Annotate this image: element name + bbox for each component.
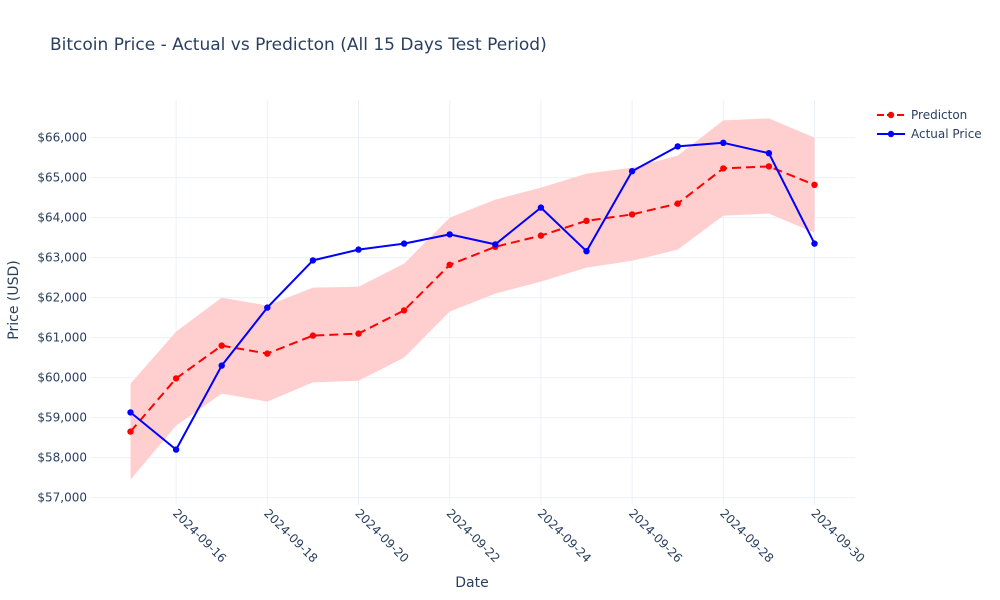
data-point[interactable] <box>765 163 773 170</box>
data-point[interactable] <box>400 240 408 247</box>
x-tick-label: 2024-09-26 <box>626 506 685 565</box>
data-point[interactable] <box>583 248 590 255</box>
series-layer <box>127 139 818 453</box>
data-point[interactable] <box>583 217 590 224</box>
x-tick-label: 2024-09-24 <box>535 506 594 565</box>
data-point[interactable] <box>674 200 681 207</box>
legend-label: Actual Price <box>911 127 982 141</box>
x-tick-label: 2024-09-18 <box>261 506 320 565</box>
legend-marker <box>887 111 895 119</box>
confidence-band-layer <box>130 118 815 480</box>
legend-marker <box>887 130 895 138</box>
data-point[interactable] <box>355 246 362 253</box>
x-tick-label: 2024-09-20 <box>352 506 411 565</box>
legend[interactable]: Predicton Actual Price <box>877 108 982 141</box>
data-point[interactable] <box>264 350 271 357</box>
data-point[interactable] <box>127 409 134 416</box>
series-prediction <box>127 163 818 435</box>
data-point[interactable] <box>674 143 681 150</box>
data-point[interactable] <box>172 375 180 382</box>
data-point[interactable] <box>264 304 271 311</box>
data-point[interactable] <box>537 232 545 239</box>
y-tick-label: $59,000 <box>37 411 87 425</box>
y-tick-label: $62,000 <box>37 291 87 305</box>
data-point[interactable] <box>355 330 362 337</box>
y-axis-title: Price (USD) <box>6 260 22 339</box>
legend-label: Predicton <box>911 108 967 122</box>
series-line <box>129 165 815 433</box>
legend-item[interactable]: Predicton <box>877 108 967 122</box>
series-actual-price <box>127 139 818 453</box>
x-tick-label: 2024-09-16 <box>170 506 229 565</box>
x-tick-label: 2024-09-22 <box>444 506 503 565</box>
y-tick-label: $63,000 <box>37 251 87 265</box>
x-axis: 2024-09-16 2024-09-18 2024-09-20 2024-09-22… <box>170 506 868 565</box>
chart-title: Bitcoin Price - Actual vs Predicton (All… <box>50 35 547 55</box>
data-point[interactable] <box>446 261 453 268</box>
x-tick-label: 2024-09-30 <box>808 506 867 565</box>
y-tick-label: $65,000 <box>37 171 87 185</box>
y-tick-label: $57,000 <box>37 491 87 505</box>
data-point[interactable] <box>218 342 225 349</box>
y-tick-label: $58,000 <box>37 451 87 465</box>
data-point[interactable] <box>765 150 773 157</box>
data-point[interactable] <box>811 181 818 188</box>
data-point[interactable] <box>309 257 317 264</box>
confidence-band <box>130 118 815 480</box>
data-point[interactable] <box>537 204 545 211</box>
data-point[interactable] <box>400 307 408 314</box>
y-tick-label: $66,000 <box>37 131 87 145</box>
data-point[interactable] <box>628 168 636 175</box>
legend-item[interactable]: Actual Price <box>877 127 982 141</box>
data-point[interactable] <box>446 231 453 238</box>
data-point[interactable] <box>811 240 818 247</box>
data-point[interactable] <box>720 165 727 172</box>
series-line <box>129 141 816 451</box>
data-point[interactable] <box>628 211 636 218</box>
data-point[interactable] <box>127 428 134 435</box>
y-tick-label: $60,000 <box>37 371 87 385</box>
data-point[interactable] <box>218 362 225 369</box>
y-tick-label: $64,000 <box>37 211 87 225</box>
data-point[interactable] <box>172 446 180 453</box>
data-point[interactable] <box>492 241 499 248</box>
data-point[interactable] <box>720 139 727 146</box>
y-axis: $57,000 $58,000 $59,000 $60,000 $61,000 $62,0… <box>37 131 87 505</box>
x-tick-label: 2024-09-28 <box>717 506 776 565</box>
data-point[interactable] <box>309 332 317 339</box>
x-axis-title: Date <box>455 575 488 591</box>
y-tick-label: $61,000 <box>37 331 87 345</box>
